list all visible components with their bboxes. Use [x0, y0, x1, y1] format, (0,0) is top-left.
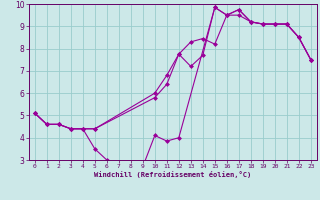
X-axis label: Windchill (Refroidissement éolien,°C): Windchill (Refroidissement éolien,°C) [94, 171, 252, 178]
